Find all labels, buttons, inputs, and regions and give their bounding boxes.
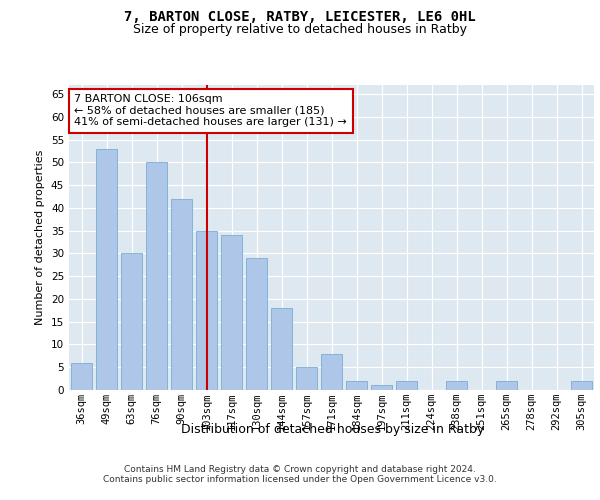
Bar [146, 162, 167, 390]
Bar [396, 381, 417, 390]
Bar [96, 148, 117, 390]
Bar [371, 386, 392, 390]
Bar [296, 367, 317, 390]
Y-axis label: Number of detached properties: Number of detached properties [35, 150, 46, 325]
Text: Distribution of detached houses by size in Ratby: Distribution of detached houses by size … [181, 422, 485, 436]
Bar [496, 381, 517, 390]
Bar [321, 354, 342, 390]
Bar [221, 235, 242, 390]
Bar [271, 308, 292, 390]
Bar [246, 258, 267, 390]
Bar [196, 230, 217, 390]
Bar [446, 381, 467, 390]
Bar [571, 381, 592, 390]
Bar [171, 199, 192, 390]
Bar [71, 362, 92, 390]
Text: Contains HM Land Registry data © Crown copyright and database right 2024.
Contai: Contains HM Land Registry data © Crown c… [103, 465, 497, 484]
Bar [121, 254, 142, 390]
Text: Size of property relative to detached houses in Ratby: Size of property relative to detached ho… [133, 22, 467, 36]
Bar [346, 381, 367, 390]
Text: 7 BARTON CLOSE: 106sqm
← 58% of detached houses are smaller (185)
41% of semi-de: 7 BARTON CLOSE: 106sqm ← 58% of detached… [74, 94, 347, 128]
Text: 7, BARTON CLOSE, RATBY, LEICESTER, LE6 0HL: 7, BARTON CLOSE, RATBY, LEICESTER, LE6 0… [124, 10, 476, 24]
